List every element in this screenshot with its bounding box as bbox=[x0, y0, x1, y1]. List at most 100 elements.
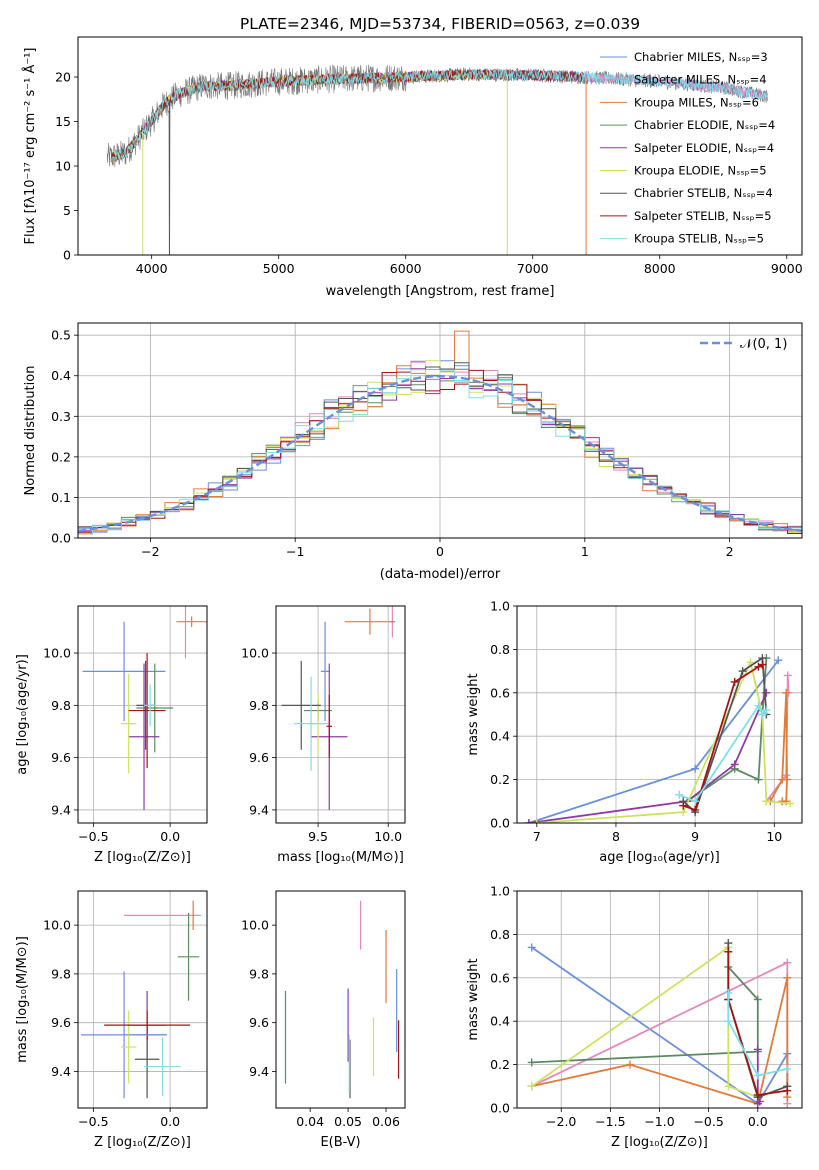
y-axis-label: Flux [fλ10⁻¹⁷ erg cm⁻² s⁻¹ Å⁻¹] bbox=[22, 48, 38, 245]
y-tick-label: 0.3 bbox=[51, 409, 71, 424]
weight-marker bbox=[754, 701, 763, 710]
axes-frame bbox=[77, 605, 208, 824]
weight-marker bbox=[532, 819, 541, 823]
y-tick-label: 9.6 bbox=[249, 1015, 269, 1030]
weight-marker bbox=[753, 1071, 762, 1080]
weight-marker bbox=[762, 688, 771, 697]
y-tick-label: 0.4 bbox=[490, 1014, 510, 1029]
axes-frame bbox=[77, 36, 803, 256]
y-tick-label: 15 bbox=[55, 114, 71, 129]
x-tick-label: 6000 bbox=[390, 261, 422, 276]
y-tick-label: 0.2 bbox=[51, 449, 71, 464]
axes-age-vs-Z: −0.5 0.0 9.4 9.6 9.8 10.0 Z [log₁₀(Z/Z⊙)] age [… bbox=[15, 605, 208, 865]
plot-area bbox=[284, 900, 400, 1099]
x-tick-label: 0.06 bbox=[372, 1114, 400, 1129]
y-tick-label: 9.8 bbox=[249, 698, 269, 713]
errorbar-point bbox=[294, 676, 328, 771]
errorbar-point bbox=[128, 663, 160, 810]
axes-mass-vs-ebv: 0.04 0.05 0.06 9.4 9.6 9.8 10.0 E(B-V) bbox=[241, 890, 406, 1150]
axes-frame bbox=[77, 890, 208, 1109]
legend-entry: Kroupa MILES, Nₛₛₚ=6 bbox=[634, 95, 759, 109]
x-tick-label: 0.0 bbox=[160, 1114, 180, 1129]
errorbar-point bbox=[176, 616, 207, 627]
x-tick-label: 0.04 bbox=[296, 1114, 324, 1129]
grid-lines bbox=[78, 606, 207, 823]
y-tick-label: 9.6 bbox=[51, 750, 71, 765]
x-tick-label: −0.5 bbox=[693, 1114, 723, 1129]
weight-marker bbox=[738, 667, 747, 676]
weight-marker bbox=[753, 995, 762, 1004]
y-tick-label: 0.1 bbox=[51, 490, 71, 505]
y-tick-label: 9.4 bbox=[51, 802, 71, 817]
grid-lines bbox=[78, 891, 207, 1108]
weight-marker bbox=[724, 939, 733, 948]
weight-marker bbox=[724, 947, 733, 956]
axes-residuals: −2 −1 0 1 2 0.0 0.1 0.2 0.3 0.4 0.5 (data-model)/er… bbox=[23, 322, 803, 582]
y-tick-label: 10 bbox=[55, 159, 71, 174]
y-tick-label: 0.4 bbox=[490, 729, 510, 744]
plot-area bbox=[524, 654, 795, 823]
weight-marker bbox=[724, 988, 733, 997]
x-tick-label: 9.5 bbox=[308, 829, 328, 844]
weight-marker bbox=[762, 797, 771, 806]
y-tick-label: 9.8 bbox=[249, 966, 269, 981]
weight-marker bbox=[786, 799, 795, 808]
weight-marker bbox=[783, 1064, 792, 1073]
model-spectrum-line bbox=[110, 68, 768, 163]
weight-marker bbox=[754, 775, 763, 784]
plot-area bbox=[281, 606, 396, 810]
plot-area bbox=[82, 606, 207, 810]
weight-marker bbox=[527, 1058, 536, 1067]
weight-marker bbox=[730, 760, 739, 769]
legend: 𝒩(0, 1) bbox=[700, 337, 787, 352]
x-axis-label: mass [log₁₀(M/M⊙)] bbox=[277, 850, 404, 865]
y-tick-label: 0.5 bbox=[51, 328, 71, 343]
axes-root: 4000 5000 6000 7000 8000 900005101520waveleng… bbox=[15, 36, 803, 1150]
y-tick-label: 10.0 bbox=[43, 918, 71, 933]
x-tick-label: −1.0 bbox=[644, 1114, 674, 1129]
observed-spectrum-line bbox=[106, 64, 768, 255]
weight-marker bbox=[783, 973, 792, 982]
legend-entry: Salpeter ELODIE, Nₛₛₚ=4 bbox=[634, 141, 774, 155]
figure-title: PLATE=2346, MJD=53734, FIBERID=0563, z=0… bbox=[240, 15, 640, 33]
x-tick-label: 7000 bbox=[517, 261, 549, 276]
ticks: 4000 5000 6000 7000 8000 9000 0 5 10 15 20 bbox=[55, 70, 803, 276]
axes-weight-vs-age: 7 8 9 10 0.0 0.2 0.4 0.6 0.8 1.0 age [log₁₀(age/yr… bbox=[466, 599, 803, 865]
weight-marker bbox=[691, 805, 700, 814]
y-tick-label: 9.4 bbox=[51, 1064, 71, 1079]
weight-marker bbox=[753, 1090, 762, 1099]
legend-entry: Chabrier ELODIE, Nₛₛₚ=4 bbox=[634, 118, 775, 132]
errorbar-point bbox=[320, 621, 330, 722]
weight-series-line bbox=[769, 692, 788, 803]
y-tick-label: 9.4 bbox=[249, 802, 269, 817]
weight-marker bbox=[527, 943, 536, 952]
grid-lines bbox=[78, 323, 802, 539]
legend-entry: Salpeter MILES, Nₛₛₚ=4 bbox=[634, 73, 767, 87]
legend-entry: Chabrier MILES, Nₛₛₚ=3 bbox=[634, 50, 768, 64]
y-tick-label: 0.6 bbox=[490, 685, 510, 700]
y-tick-label: 5 bbox=[63, 203, 71, 218]
errorbar-point bbox=[344, 608, 396, 635]
y-axis-label: age [log₁₀(age/yr)] bbox=[15, 654, 30, 775]
weight-marker bbox=[675, 790, 684, 799]
x-axis-label: Z [log₁₀(Z/Z⊙)] bbox=[94, 850, 191, 865]
x-axis-label: Z [log₁₀(Z/Z⊙)] bbox=[611, 1135, 708, 1150]
x-tick-label: −2.0 bbox=[546, 1114, 576, 1129]
errorbar-point bbox=[128, 653, 166, 769]
normal-reference-curve bbox=[78, 374, 802, 533]
weight-marker bbox=[783, 1086, 792, 1095]
ticks: −2.0 −1.5 −1.0 −0.5 0.0 0.0 0.2 0.4 0.6 0.8 1.0 bbox=[490, 884, 768, 1130]
y-tick-label: 1.0 bbox=[490, 884, 510, 899]
x-tick-label: 5000 bbox=[263, 261, 295, 276]
axes-age-vs-mass: 9.5 10.0 9.4 9.6 9.8 10.0 mass [log₁₀(M/M⊙)] bbox=[241, 605, 406, 865]
errorbar-point bbox=[136, 663, 174, 753]
y-tick-label: 1.0 bbox=[490, 599, 510, 614]
x-tick-label: 0 bbox=[436, 544, 444, 559]
weight-marker bbox=[527, 1082, 536, 1091]
x-tick-label: −0.5 bbox=[78, 829, 108, 844]
weight-marker bbox=[730, 677, 739, 686]
errorbar-point bbox=[121, 1010, 137, 1084]
y-tick-label: 20 bbox=[55, 70, 71, 85]
weight-marker bbox=[762, 706, 771, 715]
